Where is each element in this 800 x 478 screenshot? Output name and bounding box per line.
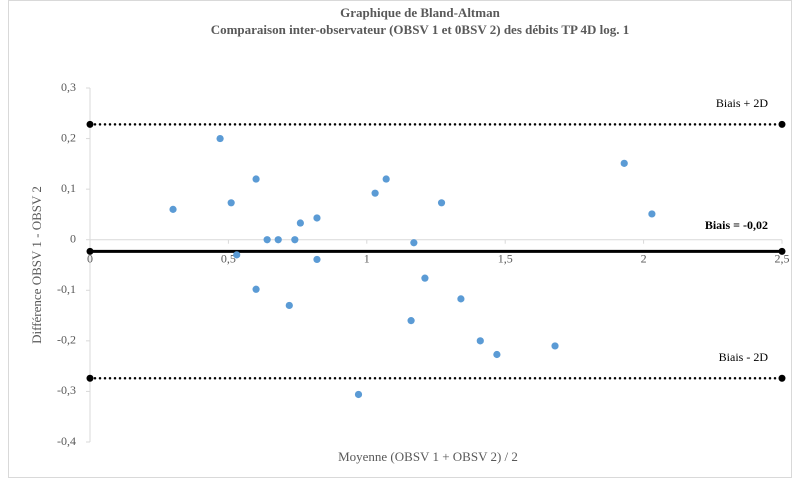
point xyxy=(216,134,224,143)
y-tick-label: 0,1 xyxy=(61,181,76,195)
x-tick-label: 1,5 xyxy=(498,251,513,265)
point xyxy=(457,295,465,303)
reference-end xyxy=(778,374,786,382)
point xyxy=(169,205,177,213)
x-tick-label: 2 xyxy=(641,251,647,265)
reference-end xyxy=(86,120,94,128)
y-tick-label: 0,2 xyxy=(61,130,76,144)
reference-end xyxy=(86,374,94,382)
point xyxy=(252,175,260,183)
point xyxy=(285,301,293,310)
point xyxy=(407,317,415,325)
chart-frame xyxy=(8,0,792,478)
point xyxy=(371,189,379,197)
point xyxy=(354,390,363,399)
reference-end xyxy=(86,247,94,255)
point xyxy=(648,210,656,218)
x-tick-label: 2,5 xyxy=(775,251,790,265)
y-tick-label: -0,4 xyxy=(57,434,76,448)
point xyxy=(296,219,304,227)
point xyxy=(291,236,299,244)
chart-title: Graphique de Bland-Altman xyxy=(340,5,500,20)
reference-label: Biais - 2D xyxy=(719,350,769,364)
y-tick-label: -0,2 xyxy=(57,333,76,347)
x-tick-label: 0,5 xyxy=(221,251,236,265)
point xyxy=(476,337,484,345)
point xyxy=(493,350,501,359)
point xyxy=(252,285,260,293)
reference-end xyxy=(778,247,786,255)
y-axis-label: Différence OBSV 1 - OBSV 2 xyxy=(29,186,44,344)
point xyxy=(313,255,321,264)
point xyxy=(274,236,282,244)
point xyxy=(620,159,628,167)
x-axis-label: Moyenne (OBSV 1 + OBSV 2) / 2 xyxy=(338,449,518,464)
point xyxy=(233,251,241,259)
x-tick-label: 1 xyxy=(364,251,370,265)
y-tick-label: -0,1 xyxy=(57,282,76,296)
point xyxy=(551,342,559,350)
point xyxy=(421,274,429,282)
chart-subtitle: Comparaison inter-observateur (OBSV 1 et… xyxy=(211,22,630,37)
point xyxy=(313,214,321,222)
point xyxy=(263,236,271,244)
point xyxy=(437,199,446,207)
x-tick-label: 0 xyxy=(87,251,93,265)
reference-end xyxy=(778,120,786,128)
point xyxy=(227,199,235,207)
y-tick-label: 0 xyxy=(70,231,76,245)
reference-label: Biais = -0,02 xyxy=(705,218,768,232)
reference-label: Biais + 2D xyxy=(716,96,768,110)
point xyxy=(410,239,418,247)
y-tick-label: 0,3 xyxy=(61,80,76,94)
y-tick-label: -0,3 xyxy=(57,383,76,397)
point xyxy=(382,175,390,183)
